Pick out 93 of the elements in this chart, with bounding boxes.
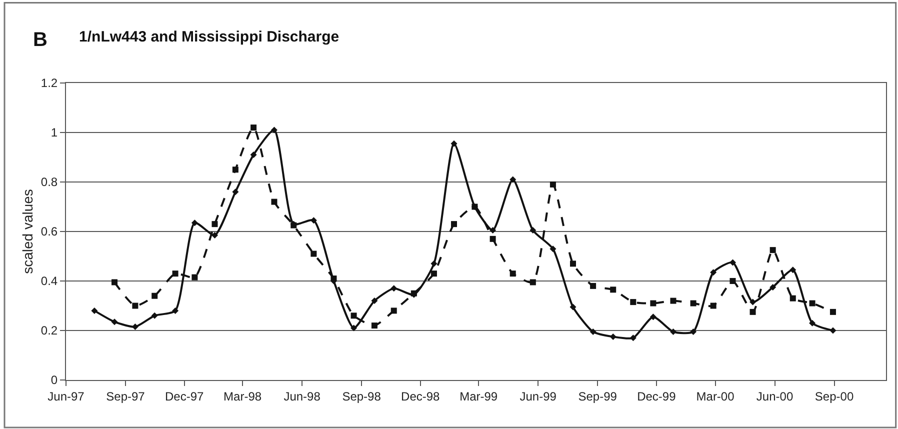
point [530,279,536,286]
point [750,308,756,315]
point [710,302,716,309]
point [211,232,218,238]
point [451,221,458,228]
point [550,181,556,188]
x-tick-label: Sep-97 [106,389,146,404]
point [250,152,257,158]
point [191,220,198,226]
x-tick-label: Sep-00 [814,389,854,404]
x-tick-label: Dec-98 [401,389,440,404]
point [750,298,756,306]
point [809,300,816,306]
point [790,266,796,274]
x-tick-label: Jun-97 [48,389,85,404]
point [152,292,158,299]
point [232,166,238,173]
chart-title: 1/nLw443 and Mississippi Discharge [79,28,340,46]
x-tick-label: Mar-99 [460,389,498,404]
point [490,236,496,242]
x-tick-label: Dec-99 [637,389,676,404]
point [770,247,776,254]
point [350,324,358,332]
x-tick-label: Sep-98 [342,389,382,404]
point [490,227,496,234]
point [610,286,616,293]
x-tick-label: Mar-98 [224,389,262,404]
x-tick-label: Sep-99 [578,389,618,404]
point [430,270,437,277]
point [690,300,696,306]
point [770,284,776,290]
y-tick-label: 1 [50,126,58,140]
point [830,327,836,334]
point [729,259,736,266]
point [530,227,536,234]
y-tick-label: 0.8 [40,175,58,190]
point [350,312,357,319]
point [271,198,278,205]
point [630,334,636,342]
point [590,328,596,335]
point [172,307,179,314]
point [250,124,257,131]
point [690,328,697,335]
y-tick-label: 0.4 [40,274,58,288]
point [232,188,239,196]
point [830,308,836,315]
x-tick-label: Mar-00 [696,389,735,404]
y-tick-label: 1.2 [40,76,58,90]
point [550,246,556,252]
point [330,276,337,282]
point [371,298,378,304]
point [670,298,676,304]
point [172,270,178,277]
point [730,278,736,284]
point [111,318,118,326]
point [390,285,398,292]
point [570,304,576,310]
point [132,302,138,309]
point [91,307,98,314]
point [472,204,478,210]
point [192,274,198,280]
point [310,217,317,224]
point [610,333,616,340]
point [650,300,656,306]
point [510,176,516,183]
point [371,322,378,329]
point [790,295,796,302]
point [450,140,458,147]
x-tick-label: Dec-97 [164,389,204,404]
point [809,320,816,326]
x-tick-label: Jun-98 [284,389,321,404]
point [510,270,516,277]
y-tick-label: 0.2 [40,324,58,338]
x-tick-label: Jun-99 [520,389,557,404]
point [390,308,397,314]
y-tick-label: 0 [50,373,58,388]
text: B [33,29,48,51]
point [132,324,138,330]
point [430,260,438,267]
point [212,221,218,228]
y-tick-label: 0.6 [40,224,58,239]
point [310,250,317,257]
point [112,279,118,286]
point [710,269,717,276]
point [650,314,656,320]
point [570,260,576,267]
x-tick-label: Jun-00 [756,389,794,404]
point [630,299,636,306]
point [151,312,158,319]
point [270,126,278,134]
point [590,282,596,289]
y-axis-title: scaled values [20,189,36,274]
point [670,328,676,335]
